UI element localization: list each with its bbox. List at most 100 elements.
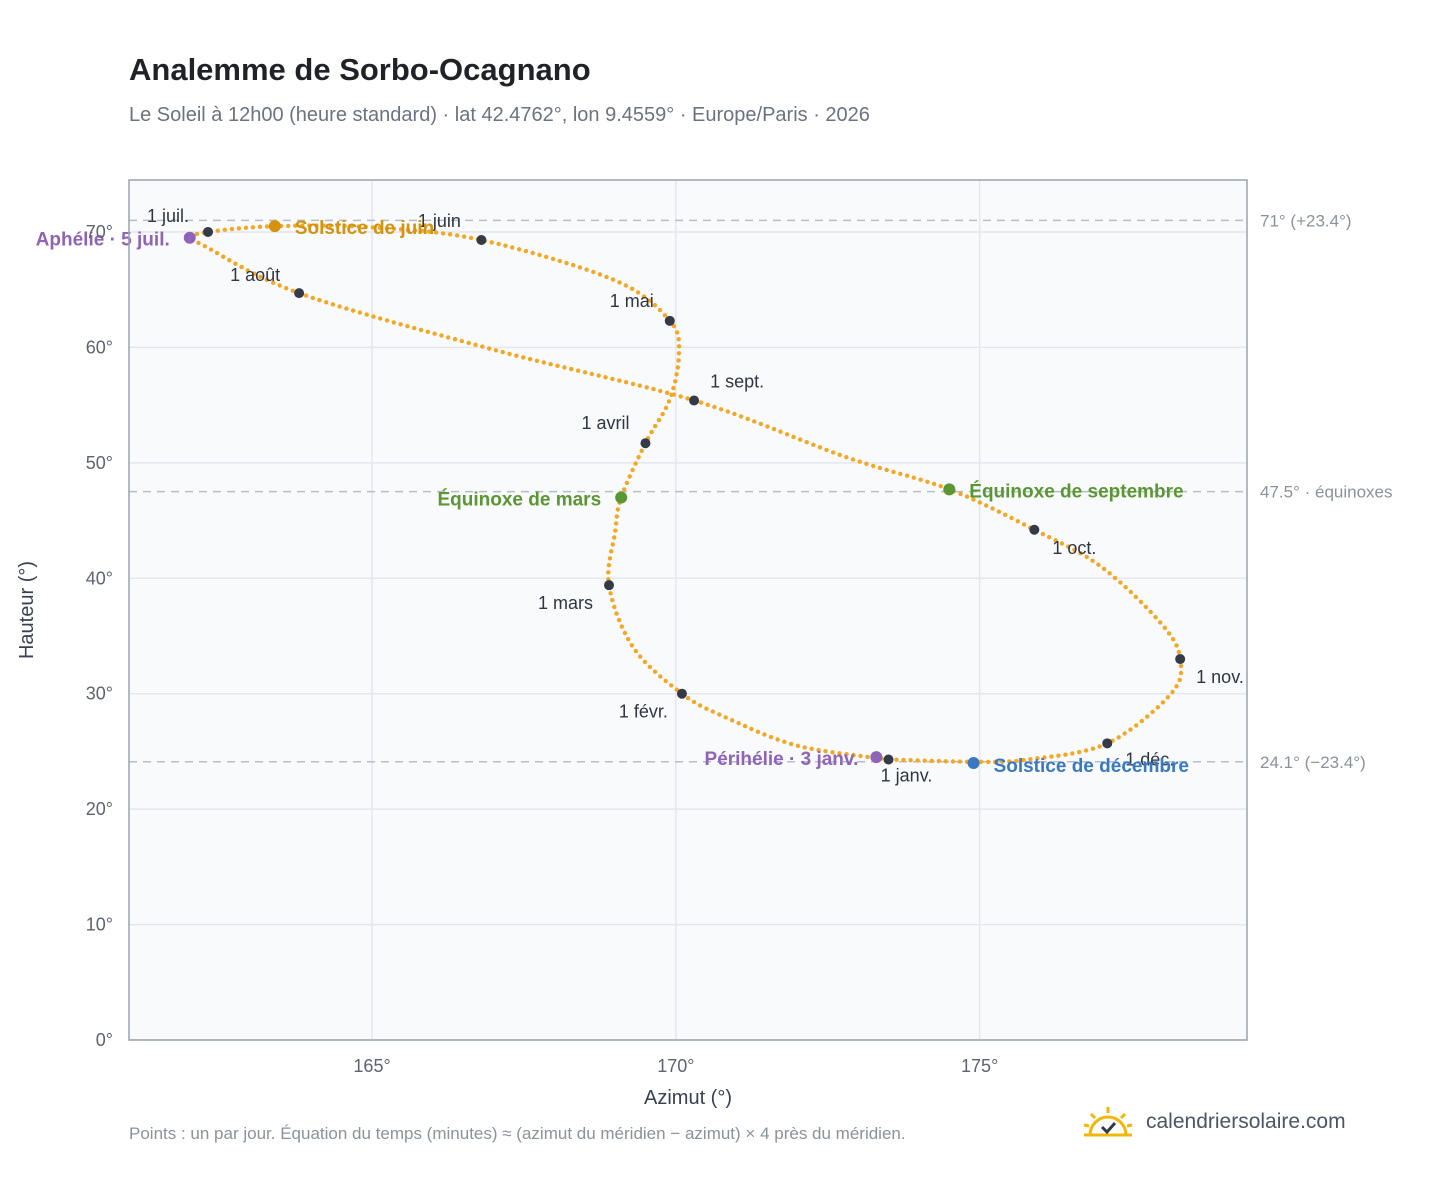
daily-point [752, 419, 757, 424]
daily-point [627, 474, 632, 479]
daily-point [630, 381, 636, 387]
plot-frame [128, 179, 1248, 1041]
daily-point [544, 254, 549, 260]
daily-point [830, 450, 836, 455]
daily-point [977, 500, 982, 505]
daily-point [507, 351, 512, 357]
daily-point [1063, 752, 1068, 757]
daily-point [286, 223, 291, 229]
daily-point [290, 288, 295, 293]
daily-point [931, 481, 937, 487]
daily-point [652, 303, 658, 308]
daily-point [891, 469, 896, 475]
daily-point [1123, 585, 1128, 590]
daily-point [768, 734, 774, 740]
daily-point [658, 388, 663, 394]
daily-point [675, 365, 680, 370]
daily-point [898, 471, 903, 476]
daily-point [622, 630, 628, 636]
daily-point [1021, 757, 1026, 763]
daily-point [1170, 689, 1175, 695]
daily-point [391, 320, 396, 325]
x-tick-label: 165° [353, 1056, 390, 1076]
daily-point [239, 264, 244, 270]
daily-point [613, 521, 619, 526]
daily-point [817, 445, 823, 450]
month-markers: 1 janv. 1 févr. 1 mars 1 avril 1 mai 1 juin 1 … [147, 206, 1244, 786]
daily-point [622, 487, 627, 492]
daily-point [844, 752, 849, 757]
daily-point [1176, 649, 1182, 655]
month-marker [1029, 524, 1040, 535]
daily-point [936, 758, 941, 764]
daily-point [1174, 684, 1179, 689]
daily-point [718, 407, 724, 412]
daily-point [676, 337, 681, 342]
brand-name[interactable]: calendriersolaire.com [1146, 1110, 1346, 1133]
daily-point [1133, 594, 1139, 600]
daily-point [606, 570, 611, 575]
daily-point [459, 338, 464, 344]
brand[interactable]: calendriersolaire.com [1082, 1100, 1346, 1144]
event-label: Solstice de juin [295, 218, 434, 239]
daily-point [850, 457, 856, 462]
daily-point [610, 376, 615, 382]
daily-point [257, 224, 263, 229]
month-label: 1 août [230, 265, 280, 285]
daily-point [710, 709, 715, 714]
daily-point [412, 325, 417, 331]
daily-point [938, 484, 943, 489]
daily-point [426, 229, 432, 234]
daily-point [335, 223, 340, 228]
daily-point [1153, 615, 1158, 620]
daily-point [1040, 531, 1046, 537]
daily-point [500, 349, 505, 355]
daily-point [1014, 758, 1019, 764]
event-marker [268, 220, 281, 233]
daily-point [662, 313, 668, 318]
daily-point [264, 224, 270, 229]
daily-point [1084, 554, 1089, 560]
daily-point [582, 370, 588, 375]
daily-point [227, 258, 232, 263]
reference-lines: 71° (+23.4°) 47.5° · équinoxes 24.1° (−23.… [129, 211, 1393, 772]
daily-point [642, 659, 648, 665]
daily-point [811, 442, 816, 447]
daily-point [534, 358, 540, 363]
daily-point [202, 244, 207, 249]
daily-point [564, 260, 569, 266]
daily-point [816, 747, 821, 753]
daily-point [837, 452, 842, 457]
daily-point [1112, 575, 1118, 581]
daily-point [736, 721, 741, 726]
daily-point [432, 331, 437, 336]
daily-point [674, 372, 679, 377]
daily-point [745, 416, 750, 422]
daily-point [584, 267, 589, 272]
daily-point [851, 752, 856, 758]
event-marker [967, 756, 980, 769]
daily-point [723, 715, 728, 720]
daily-point [691, 699, 697, 705]
daily-point [610, 542, 615, 547]
daily-point [337, 304, 342, 309]
daily-point [569, 366, 574, 372]
daily-point [865, 754, 870, 760]
daily-point [440, 231, 446, 236]
sun-check-icon [1083, 1107, 1133, 1137]
daily-point [447, 232, 453, 237]
daily-point [725, 409, 730, 414]
daily-point [604, 274, 609, 280]
daily-point [1158, 620, 1163, 625]
month-label: 1 avril [581, 413, 629, 433]
daily-point [607, 556, 613, 561]
daily-point [978, 759, 984, 764]
y-tick-label: 70° [86, 222, 113, 242]
daily-point [330, 302, 336, 307]
daily-point [647, 664, 653, 670]
daily-point [671, 392, 677, 397]
daily-point [635, 290, 641, 295]
daily-point [550, 256, 556, 262]
daily-point [802, 745, 807, 750]
daily-point [514, 353, 519, 358]
